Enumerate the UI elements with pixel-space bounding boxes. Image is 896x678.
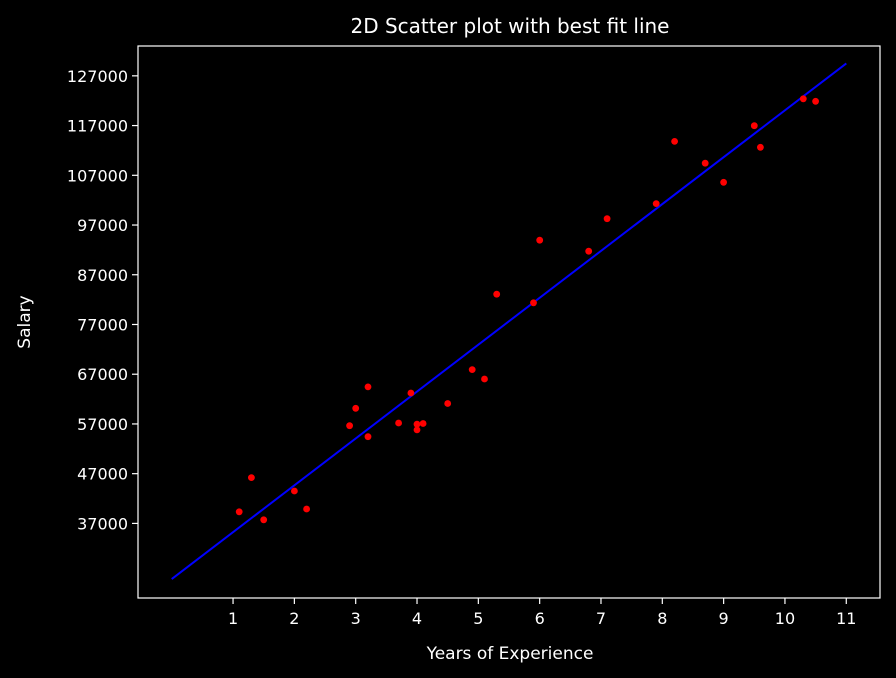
- x-tick-label: 3: [351, 609, 361, 628]
- data-point: [536, 236, 544, 244]
- x-tick-label: 8: [657, 609, 667, 628]
- y-tick-label: 87000: [77, 266, 128, 285]
- data-point: [444, 400, 452, 407]
- x-tick-label: 5: [473, 609, 483, 628]
- data-point: [352, 404, 360, 412]
- y-tick-label: 77000: [77, 315, 128, 334]
- y-axis: 37000 47000 57000 67000 77000 87000 97000 10700…: [67, 67, 138, 533]
- data-point: [364, 433, 372, 441]
- data-point: [671, 138, 678, 145]
- data-point: [585, 247, 593, 255]
- data-point: [395, 419, 402, 427]
- axes-frame: [137, 45, 881, 599]
- y-tick-label: 97000: [77, 216, 128, 235]
- x-tick-label: 9: [719, 609, 729, 628]
- data-point: [235, 508, 243, 516]
- x-tick-label: 1: [228, 609, 238, 628]
- data-point: [260, 516, 268, 524]
- data-point: [757, 143, 764, 151]
- data-point: [303, 505, 310, 513]
- data-point: [364, 383, 372, 391]
- y-tick-label: 117000: [67, 117, 128, 136]
- y-tick-label: 47000: [77, 465, 128, 484]
- data-point: [407, 389, 415, 397]
- x-tick-label: 11: [836, 609, 856, 628]
- y-tick-label: 127000: [67, 67, 128, 86]
- y-axis-label: Salary: [15, 295, 35, 348]
- best-fit-line: [171, 62, 847, 580]
- data-point: [530, 299, 537, 307]
- x-tick-label: 2: [289, 609, 299, 628]
- data-point: [750, 122, 758, 130]
- x-tick-label: 10: [775, 609, 795, 628]
- data-point: [799, 95, 807, 103]
- x-tick-label: 7: [596, 609, 606, 628]
- plot-area: [171, 62, 847, 580]
- data-point: [413, 420, 421, 428]
- y-tick-label: 67000: [77, 365, 128, 384]
- data-point: [603, 215, 611, 223]
- x-tick-label: 6: [535, 609, 545, 628]
- data-point: [419, 420, 427, 427]
- y-tick-label: 57000: [77, 415, 128, 434]
- x-axis-label: Years of Experience: [426, 644, 594, 664]
- data-point: [652, 200, 660, 208]
- data-point: [481, 375, 488, 383]
- y-tick-label: 107000: [67, 166, 128, 185]
- chart-title: 2D Scatter plot with best fit line: [351, 14, 670, 38]
- data-point: [720, 178, 727, 186]
- data-point: [413, 426, 421, 434]
- x-tick-label: 4: [412, 609, 422, 628]
- data-point: [346, 422, 353, 430]
- data-point: [291, 487, 298, 495]
- data-point: [701, 159, 709, 167]
- data-point: [493, 290, 501, 298]
- data-point: [248, 474, 255, 481]
- x-axis: 1 2 3 4 5 6 7 8 9 10 11: [228, 598, 856, 628]
- y-tick-label: 37000: [77, 514, 128, 533]
- data-point: [812, 97, 819, 105]
- data-point: [468, 366, 476, 373]
